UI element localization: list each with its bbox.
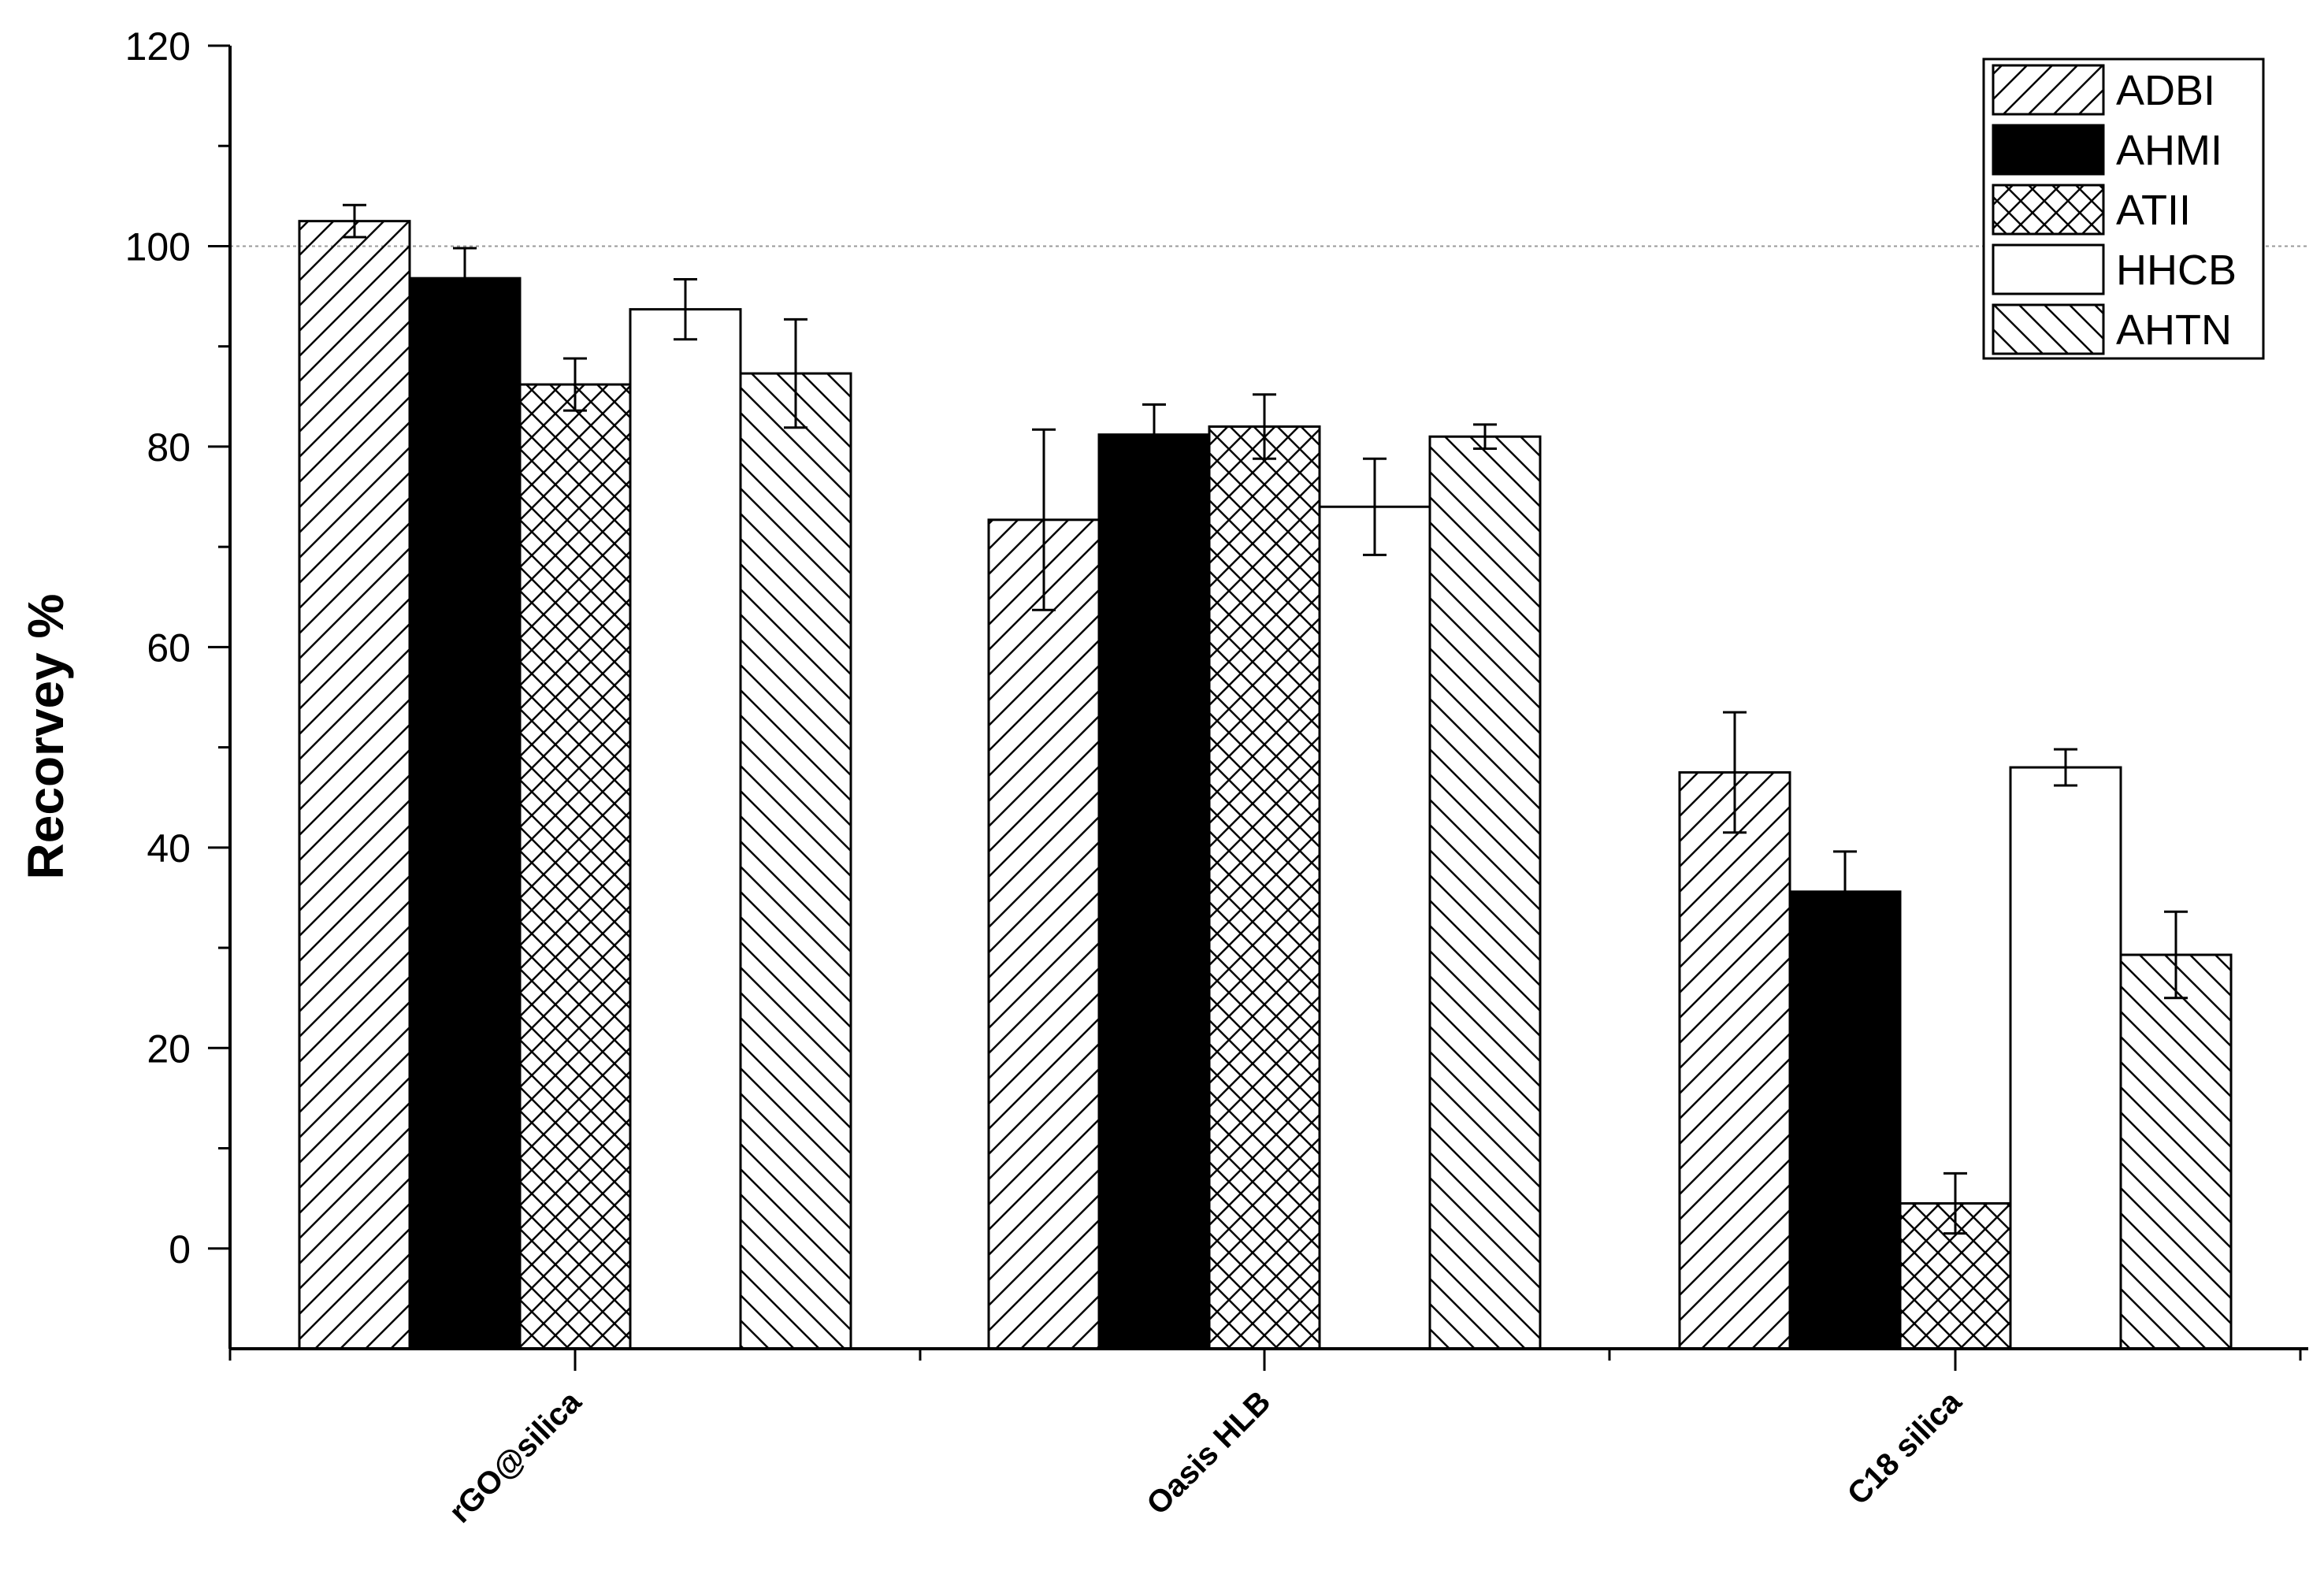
bar-ahtn-1 [1428,435,1542,1350]
y-tick-label: 100 [125,225,191,269]
error-bar-adbi-2 [1723,711,1747,834]
legend-label-hhcb: HHCB [2116,247,2237,294]
bar-adbi-2 [1678,770,1791,1350]
bar-ahmi-0 [408,277,522,1350]
bar-ahmi-1 [1097,433,1211,1350]
error-bar-adbi-0 [343,203,366,239]
legend-label-atii: ATII [2116,187,2191,234]
error-bar-ahtn-1 [1473,423,1497,450]
error-bar-adbi-1 [1032,428,1056,611]
bar-hhcb-1 [1318,505,1431,1350]
error-bar-hhcb-0 [674,277,697,341]
bars-layer [298,203,2233,1350]
legend-swatch-adbi [1992,64,2105,116]
bar-adbi-0 [298,220,411,1350]
x-category-label: C18 silica [1841,1384,1969,1512]
bar-atii-1 [1208,425,1321,1350]
bar-ahtn-2 [2119,953,2233,1350]
error-bar-hhcb-2 [2054,748,2077,787]
legend-label-ahtn: AHTN [2116,306,2232,354]
legend-label-ahmi: AHMI [2116,127,2222,174]
x-category-label: Oasis HLB [1140,1384,1277,1521]
y-axis-label: Recorvey % [17,594,74,880]
y-tick-label: 0 [169,1227,191,1272]
y-tick-label: 20 [147,1027,191,1071]
error-bar-ahtn-2 [2164,910,2188,1000]
legend-swatch-ahmi [1992,124,2105,176]
x-category-label: rGO@silica [443,1384,588,1530]
y-tick-label: 40 [147,826,191,871]
legend-label-adbi: ADBI [2116,67,2215,114]
bar-adbi-1 [987,518,1101,1350]
error-bar-ahmi-2 [1833,850,1857,934]
y-tick-label: 60 [147,626,191,670]
error-bar-ahtn-0 [784,317,807,429]
error-bar-atii-0 [563,357,587,412]
legend-swatch-hhcb [1992,243,2105,295]
error-bar-ahmi-0 [453,247,477,310]
error-bar-hhcb-1 [1363,457,1387,556]
error-bar-atii-1 [1253,393,1276,460]
y-tick-label: 80 [147,425,191,470]
bar-ahmi-2 [1788,890,1902,1350]
error-bar-ahmi-1 [1142,403,1166,466]
error-bar-atii-2 [1943,1171,1967,1235]
legend-swatch-ahtn [1992,303,2105,355]
y-tick-label: 120 [125,24,191,69]
bar-hhcb-2 [2009,766,2122,1350]
legend-swatch-atii [1992,184,2105,236]
legend: ADBI AHMI ATII HHCB AHTN [1982,58,2265,360]
bar-hhcb-0 [629,308,742,1350]
bar-atii-0 [518,383,632,1350]
bar-ahtn-0 [739,372,852,1350]
